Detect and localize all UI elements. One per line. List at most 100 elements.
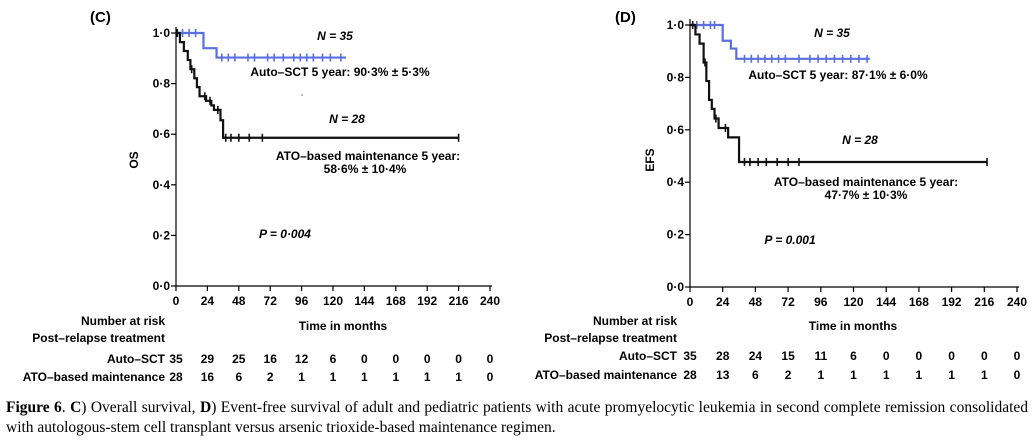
chart1-xtick-label: 48 xyxy=(749,295,763,309)
chart1-xtick-label: 96 xyxy=(814,295,828,309)
chart1-annotation-n1: N = 35 xyxy=(814,26,850,40)
chart1-annotation-auto: Auto–SCT 5 year: 87·1% ± 6·0% xyxy=(748,68,928,82)
chart1-risk-row-label: Auto–SCT xyxy=(619,349,678,363)
chart1-risk-cell: 1 xyxy=(817,368,824,382)
caption-c-label: C xyxy=(70,399,82,416)
chart0-stray-dot xyxy=(301,94,303,96)
chart1-annotation-n2: N = 28 xyxy=(842,133,878,147)
chart1-risk-cell: 1 xyxy=(948,368,955,382)
chart0-auto-sct-curve xyxy=(176,31,347,59)
chart0-ytick-label: 0·2 xyxy=(153,228,171,242)
chart0-ytick-label: 0·4 xyxy=(153,178,171,192)
chart1-risk-cell: 0 xyxy=(948,349,955,363)
chart1-risk-table-subtitle: Post–relapse treatment xyxy=(544,331,677,345)
chart0-risk-cell: 0 xyxy=(487,370,494,384)
caption-figure-label: Figure 6 xyxy=(6,399,62,416)
chart0-risk-row-label: Auto–SCT xyxy=(107,352,166,366)
chart1-xtick-label: 168 xyxy=(909,295,929,309)
chart0-risk-cell: 25 xyxy=(232,352,246,366)
chart1-xtick-label: 192 xyxy=(942,295,962,309)
chart1-xtick-label: 216 xyxy=(974,295,994,309)
chart1-ytick-label: 0·0 xyxy=(667,280,685,294)
caption-text-3: ) Event-free survival of adult and pedia… xyxy=(6,399,1029,436)
chart1-ytick-label: 0·6 xyxy=(667,123,685,137)
chart0-risk-cell: 16 xyxy=(264,352,278,366)
chart0-xtick-label: 120 xyxy=(323,294,343,308)
chart1-risk-cell: 0 xyxy=(1014,349,1021,363)
chart0-annotation-n1: N = 35 xyxy=(317,29,353,43)
chart1-xtick-label: 144 xyxy=(876,295,896,309)
chart0-annotation-n2: N = 28 xyxy=(329,112,365,126)
chart0-xtick-label: 72 xyxy=(264,294,278,308)
caption-d-label: D xyxy=(199,399,212,416)
chart1-xtick-label: 24 xyxy=(716,295,730,309)
chart0-xtick-label: 24 xyxy=(201,294,215,308)
chart1-xtick-label: 240 xyxy=(1007,295,1027,309)
chart0-panel-label: (C) xyxy=(90,9,111,26)
chart1-risk-cell: 15 xyxy=(781,349,795,363)
caption-text-2: ) Overall survival, xyxy=(81,399,200,416)
chart1-risk-cell: 2 xyxy=(785,368,792,382)
chart1-risk-cell: 1 xyxy=(850,368,857,382)
chart0-annotation-ato2: 58·6% ± 10·4% xyxy=(324,162,407,176)
chart1-risk-cell: 11 xyxy=(814,349,827,363)
chart1-xtick-label: 72 xyxy=(781,295,795,309)
chart0-ytick-label: 1·0 xyxy=(153,26,171,40)
chart0-risk-cell: 1 xyxy=(424,370,431,384)
chart0-risk-cell: 6 xyxy=(330,352,337,366)
chart0-annotation-ato1: ATO–based maintenance 5 year: xyxy=(276,149,460,163)
chart0-risk-cell: 1 xyxy=(330,370,337,384)
chart0-xtick-label: 216 xyxy=(449,294,469,308)
chart1-xtick-label: 120 xyxy=(843,295,863,309)
chart0-risk-cell: 0 xyxy=(455,352,462,366)
chart0-xtick-label: 144 xyxy=(354,294,374,308)
chart0-x-axis-label: Time in months xyxy=(299,319,388,333)
chart1-risk-row-label: ATO–based maintenance xyxy=(535,368,678,382)
chart0-risk-cell: 0 xyxy=(392,352,399,366)
chart1-risk-cell: 0 xyxy=(981,349,988,363)
chart1-y-axis-label: EFS xyxy=(643,148,657,171)
chart0-risk-cell: 16 xyxy=(201,370,215,384)
chart1-risk-cell: 1 xyxy=(981,368,988,382)
chart1-risk-cell: 0 xyxy=(883,349,890,363)
chart0-ato-maintenance-curve xyxy=(176,31,459,139)
chart1-risk-cell: 1 xyxy=(883,368,890,382)
chart1-risk-cell: 6 xyxy=(752,368,759,382)
chart0-xtick-label: 240 xyxy=(480,294,500,308)
chart0-ytick-label: 0·0 xyxy=(153,279,171,293)
chart1-risk-table-title: Number at risk xyxy=(593,314,677,328)
chart1-ytick-label: 1·0 xyxy=(667,18,685,32)
chart1-annotation-p: P = 0.001 xyxy=(764,233,816,247)
caption-text-1: . xyxy=(61,399,71,416)
chart0-annotation-auto: Auto–SCT 5 year: 90·3% ± 5·3% xyxy=(250,65,430,79)
chart1-risk-cell: 28 xyxy=(716,349,730,363)
chart0-risk-cell: 6 xyxy=(235,370,242,384)
chart1-xtick-label: 0 xyxy=(687,295,694,309)
chart0-y-axis-label: OS xyxy=(127,151,141,168)
chart1-ato-maintenance-curve xyxy=(690,23,988,164)
chart1-ytick-label: 0·4 xyxy=(667,175,685,189)
chart1-ytick-label: 0·8 xyxy=(667,70,685,84)
chart1-risk-cell: 13 xyxy=(716,368,730,382)
chart0-risk-cell: 1 xyxy=(361,370,368,384)
chart0-ytick-label: 0·6 xyxy=(153,127,171,141)
chart0-risk-cell: 29 xyxy=(201,352,215,366)
chart0-xtick-label: 96 xyxy=(295,294,309,308)
chart0-xtick-label: 0 xyxy=(173,294,180,308)
chart0-risk-cell: 0 xyxy=(361,352,368,366)
chart0-risk-cell: 0 xyxy=(424,352,431,366)
chart1-annotation-ato2: 47·7% ± 10·3% xyxy=(825,188,908,202)
chart0-risk-cell: 12 xyxy=(295,352,309,366)
chart0-xtick-label: 192 xyxy=(417,294,437,308)
chart1-annotation-ato1: ATO–based maintenance 5 year: xyxy=(774,175,958,189)
chart1-risk-cell: 1 xyxy=(916,368,923,382)
chart1-risk-cell: 0 xyxy=(1014,368,1021,382)
chart0-annotation-p: P = 0·004 xyxy=(259,227,311,241)
chart0-xtick-label: 168 xyxy=(386,294,406,308)
chart0-risk-cell: 35 xyxy=(169,352,183,366)
chart1-x-axis-label: Time in months xyxy=(809,319,898,333)
chart0-risk-cell: 28 xyxy=(169,370,183,384)
chart0-risk-table-subtitle: Post–relapse treatment xyxy=(32,331,165,345)
chart0-risk-cell: 1 xyxy=(298,370,305,384)
